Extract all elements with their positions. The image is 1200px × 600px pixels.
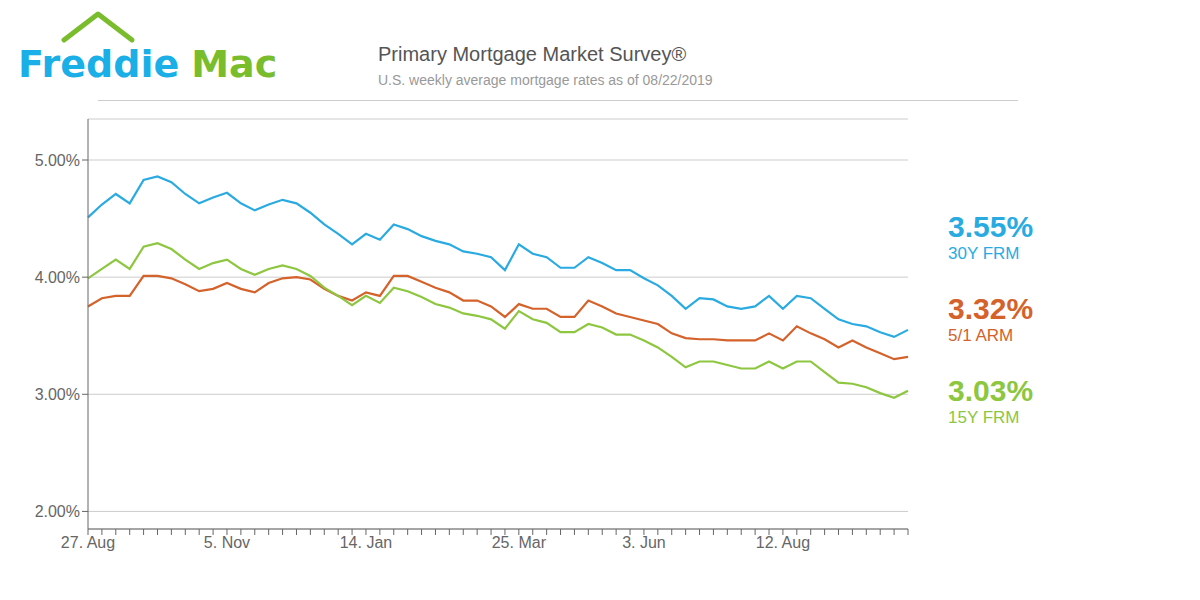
svg-text:5.00%: 5.00% xyxy=(35,152,80,169)
html-text:5/1 ARM: 5/1 ARM xyxy=(948,326,1014,345)
html-text:3.32%: 3.32% xyxy=(948,292,1034,325)
html-text:30Y FRM: 30Y FRM xyxy=(948,244,1020,263)
svg-text:12. Aug: 12. Aug xyxy=(756,534,810,551)
html-text:Primary Mortgage Market Survey: Primary Mortgage Market Survey® xyxy=(378,43,687,65)
html-text:3.55%: 3.55% xyxy=(948,210,1034,243)
svg-text:2.00%: 2.00% xyxy=(35,503,80,520)
svg-text:3. Jun: 3. Jun xyxy=(622,534,666,551)
svg-text:5. Nov: 5. Nov xyxy=(204,534,250,551)
html-text:Freddie Mac: Freddie Mac xyxy=(18,42,278,86)
svg-text:27. Aug: 27. Aug xyxy=(61,534,115,551)
svg-text:14. Jan: 14. Jan xyxy=(340,534,392,551)
html-text:15Y FRM: 15Y FRM xyxy=(948,408,1020,427)
svg-text:4.00%: 4.00% xyxy=(35,269,80,286)
html-text:3.03%: 3.03% xyxy=(948,374,1034,407)
svg-text:25. Mar: 25. Mar xyxy=(492,534,547,551)
html-text:U.S. weekly average mortgage r: U.S. weekly average mortgage rates as of… xyxy=(378,72,713,88)
svg-text:3.00%: 3.00% xyxy=(35,386,80,403)
